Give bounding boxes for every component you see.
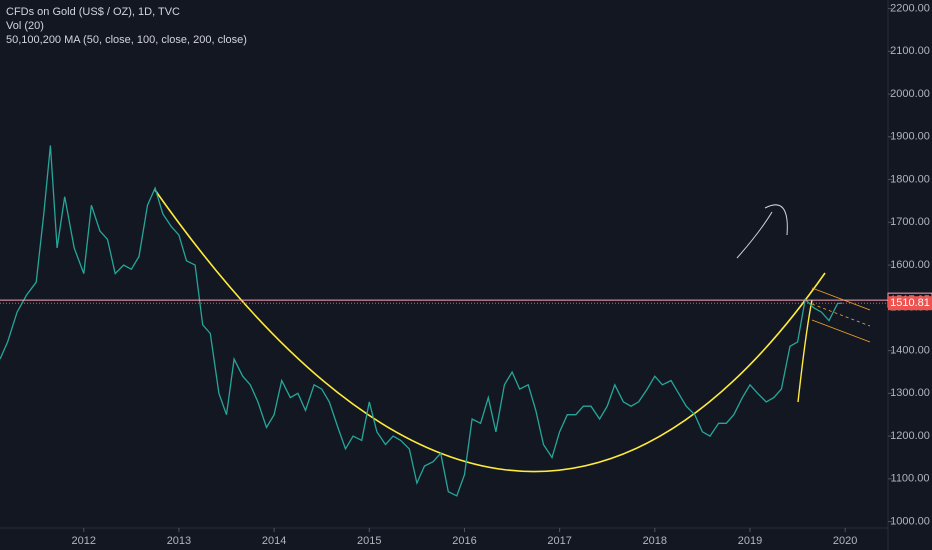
- y-tick-label: 1200.00: [890, 430, 930, 442]
- y-tick-label: 1900.00: [890, 131, 930, 143]
- y-tick-label: 1700.00: [890, 216, 930, 228]
- x-tick-label: 2013: [167, 535, 191, 547]
- y-tick-label: 1100.00: [891, 473, 930, 485]
- x-tick-label: 2018: [643, 535, 667, 547]
- indicator-label: 50,100,200 MA (50, close, 100, close, 20…: [6, 34, 247, 46]
- last-price-bg: [888, 296, 932, 311]
- trend-drawing: [797, 299, 813, 403]
- y-tick-label: 1800.00: [890, 173, 930, 185]
- x-tick-label: 2019: [738, 535, 762, 547]
- arrow-drawing: [736, 204, 788, 259]
- x-tick-label: 2014: [262, 535, 286, 547]
- x-tick-label: 2015: [357, 535, 381, 547]
- y-tick-label: 1400.00: [890, 344, 930, 356]
- x-tick-label: 2016: [452, 535, 476, 547]
- y-tick-label: 1300.00: [890, 387, 930, 399]
- x-tick-label: 2017: [547, 535, 571, 547]
- indicator-label: Vol (20): [6, 20, 44, 32]
- x-tick-label: 2012: [72, 535, 96, 547]
- chart-title: CFDs on Gold (US$ / OZ), 1D, TVC: [6, 6, 180, 18]
- y-tick-label: 2100.00: [890, 45, 930, 57]
- y-tick-label: 1000.00: [890, 515, 930, 527]
- cup-drawing: [154, 189, 826, 473]
- y-tick-label: 1600.00: [890, 259, 930, 271]
- y-tick-label: 2000.00: [890, 88, 930, 100]
- price-line: [0, 145, 843, 497]
- y-tick-label: 2200.00: [890, 2, 930, 14]
- last-price-label: 1510.81: [890, 297, 930, 309]
- x-tick-label: 2020: [833, 535, 857, 547]
- channel-drawing: [811, 287, 871, 343]
